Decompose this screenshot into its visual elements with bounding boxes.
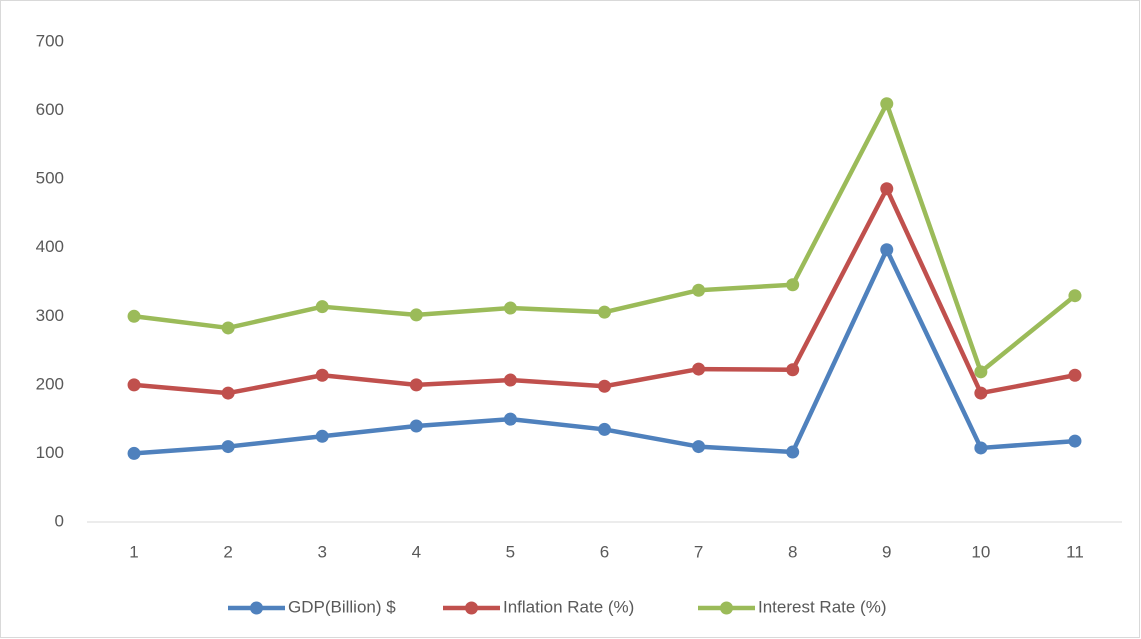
x-tick-label: 3 xyxy=(317,542,326,561)
data-point xyxy=(1068,368,1082,382)
data-point xyxy=(127,309,141,323)
x-tick-label: 2 xyxy=(223,542,232,561)
data-point xyxy=(598,379,611,393)
y-tick-label: 200 xyxy=(36,374,64,393)
x-tick-label: 8 xyxy=(788,542,797,561)
x-tick-label: 4 xyxy=(412,542,421,561)
x-tick-label: 1 xyxy=(129,542,138,561)
data-point xyxy=(409,308,423,322)
data-point xyxy=(974,441,988,455)
data-point xyxy=(786,363,800,377)
data-point xyxy=(221,440,235,454)
legend-label: Inflation Rate (%) xyxy=(503,597,634,616)
data-point xyxy=(127,378,141,392)
x-tick-label: 9 xyxy=(882,542,891,561)
data-point xyxy=(503,412,517,426)
x-tick-label: 10 xyxy=(971,542,990,561)
data-point xyxy=(503,301,517,315)
data-point xyxy=(221,321,235,335)
data-point xyxy=(503,373,517,387)
data-point xyxy=(974,386,988,400)
data-point xyxy=(315,300,329,314)
y-tick-label: 500 xyxy=(36,169,64,188)
data-point xyxy=(409,419,423,433)
data-point xyxy=(692,440,706,454)
data-point xyxy=(1068,289,1082,303)
legend-marker xyxy=(250,601,263,615)
data-point xyxy=(598,422,611,436)
y-tick-label: 700 xyxy=(36,31,64,50)
data-point xyxy=(880,182,894,196)
data-point xyxy=(880,243,894,257)
y-tick-label: 300 xyxy=(36,306,64,325)
x-tick-label: 11 xyxy=(1066,542,1084,561)
x-tick-label: 6 xyxy=(600,542,609,561)
data-point xyxy=(786,445,800,459)
y-tick-label: 0 xyxy=(55,511,64,530)
y-tick-label: 100 xyxy=(36,443,64,462)
y-tick-label: 600 xyxy=(36,100,64,119)
data-point xyxy=(127,446,141,460)
legend-marker xyxy=(720,601,733,615)
data-point xyxy=(221,386,235,400)
x-tick-label: 5 xyxy=(506,542,515,561)
y-tick-label: 400 xyxy=(36,237,64,256)
data-point xyxy=(692,362,706,376)
x-tick-label: 7 xyxy=(694,542,703,561)
legend-marker xyxy=(465,601,478,615)
data-point xyxy=(786,278,800,292)
data-point xyxy=(974,365,988,379)
legend-label: GDP(Billion) $ xyxy=(288,597,396,616)
legend-label: Interest Rate (%) xyxy=(758,597,887,616)
data-point xyxy=(880,97,894,111)
data-point xyxy=(598,305,611,319)
data-point xyxy=(315,368,329,382)
data-point xyxy=(315,429,329,443)
data-point xyxy=(1068,434,1082,448)
data-point xyxy=(692,283,706,297)
data-point xyxy=(409,378,423,392)
